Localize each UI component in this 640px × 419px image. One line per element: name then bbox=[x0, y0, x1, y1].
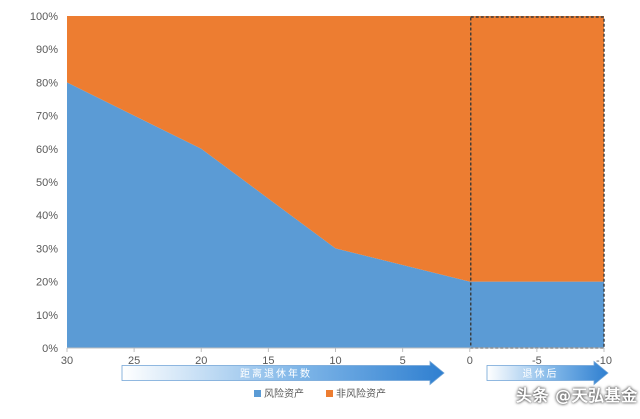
x-tick-label: 30 bbox=[61, 355, 73, 367]
x-tick-label: 10 bbox=[329, 355, 341, 367]
legend-swatch-1 bbox=[326, 390, 333, 397]
x-tick-label: 5 bbox=[400, 355, 406, 367]
axes: 0% 10% 20% 30% 40% 50% 60% 70% 80% 90% 100% 30 25 20 1… bbox=[30, 11, 612, 367]
y-tick-label: 60% bbox=[36, 144, 58, 156]
watermark: 头条 @天弘基金 bbox=[516, 386, 638, 405]
x-tick-label: 20 bbox=[195, 355, 207, 367]
x-tick-label: 15 bbox=[262, 355, 274, 367]
legend: 风险资产 非风险资产 bbox=[254, 387, 386, 400]
y-tick-label: 70% bbox=[36, 111, 58, 123]
y-tick-label: 80% bbox=[36, 77, 58, 89]
arrow-after-retirement-label: 退休后 bbox=[523, 368, 559, 380]
x-tick-label: 0 bbox=[467, 355, 473, 367]
x-tick-label: -10 bbox=[596, 355, 612, 367]
y-tick-label: 50% bbox=[36, 177, 58, 189]
legend-swatch-0 bbox=[254, 390, 261, 397]
x-tick-label: 25 bbox=[128, 355, 140, 367]
legend-label-1: 非风险资产 bbox=[336, 387, 386, 400]
y-tick-label: 20% bbox=[36, 277, 58, 289]
plot-areas bbox=[67, 16, 604, 349]
arrow-before-retirement bbox=[121, 360, 445, 386]
y-tick-label: 90% bbox=[36, 44, 58, 56]
legend-label-0: 风险资产 bbox=[264, 387, 304, 400]
y-tick-label: 40% bbox=[36, 210, 58, 222]
arrow-before-retirement-label: 距离退休年数 bbox=[240, 367, 312, 380]
x-tick-label: -5 bbox=[532, 355, 542, 367]
y-tick-label: 100% bbox=[30, 11, 58, 23]
arrow-bands: 距离退休年数 退休后 bbox=[121, 360, 609, 386]
arrow-after-retirement bbox=[486, 360, 609, 386]
y-tick-label: 0% bbox=[42, 343, 58, 355]
y-tick-label: 30% bbox=[36, 243, 58, 255]
y-tick-label: 10% bbox=[36, 310, 58, 322]
area-series-1 bbox=[67, 16, 604, 282]
